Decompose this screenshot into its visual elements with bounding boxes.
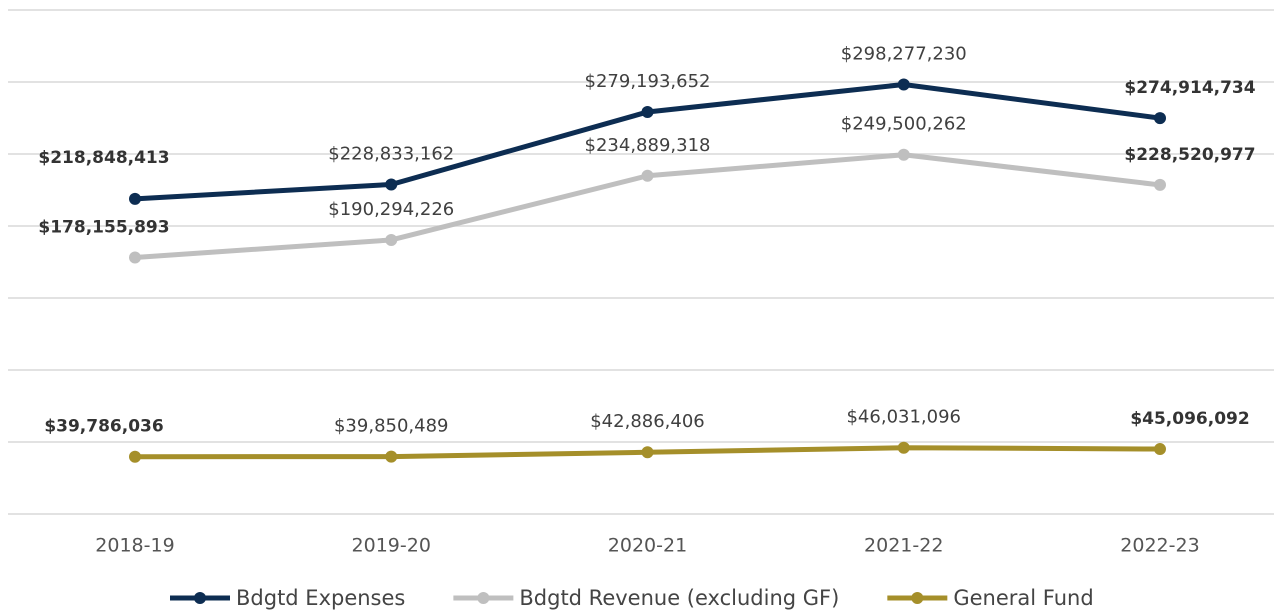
point xyxy=(897,148,910,161)
point xyxy=(1154,443,1166,456)
data-label: $218,848,413 xyxy=(38,148,169,168)
data-label: $46,031,096 xyxy=(846,407,961,428)
data-label: $190,294,226 xyxy=(328,199,454,220)
data-label: $39,786,036 xyxy=(44,417,163,437)
point xyxy=(641,446,654,459)
point xyxy=(641,169,654,182)
point xyxy=(1154,112,1166,125)
point xyxy=(129,450,141,463)
point xyxy=(129,251,141,264)
legend-label: General Fund xyxy=(953,586,1093,610)
data-label: $279,193,652 xyxy=(585,71,711,92)
data-label: $274,914,734 xyxy=(1124,78,1255,98)
point xyxy=(129,192,141,205)
point xyxy=(385,178,398,191)
point xyxy=(897,78,910,91)
legend-marker xyxy=(477,592,490,604)
data-label: $249,500,262 xyxy=(841,114,967,135)
x-tick-label: 2021-22 xyxy=(864,535,943,557)
data-label: $178,155,893 xyxy=(38,217,169,237)
data-label: $228,520,977 xyxy=(1124,145,1255,165)
legend-marker xyxy=(911,592,924,604)
x-tick-label: 2018-19 xyxy=(95,535,174,557)
point xyxy=(1154,178,1166,191)
x-tick-label: 2019-20 xyxy=(352,535,431,557)
x-tick-label: 2022-23 xyxy=(1120,535,1199,557)
data-label: $228,833,162 xyxy=(328,143,454,164)
data-label: $298,277,230 xyxy=(841,43,967,64)
data-label: $42,886,406 xyxy=(590,411,705,432)
legend-label: Bdgtd Revenue (excluding GF) xyxy=(519,586,839,610)
point xyxy=(385,233,398,246)
data-label: $234,889,318 xyxy=(585,135,711,156)
point xyxy=(385,450,398,463)
legend-marker xyxy=(194,592,206,604)
data-label: $45,096,092 xyxy=(1130,409,1249,429)
legend-label: Bdgtd Expenses xyxy=(236,586,405,610)
x-tick-label: 2020-21 xyxy=(608,535,687,557)
data-label: $39,850,489 xyxy=(334,416,449,437)
point xyxy=(897,441,910,454)
point xyxy=(641,105,654,118)
